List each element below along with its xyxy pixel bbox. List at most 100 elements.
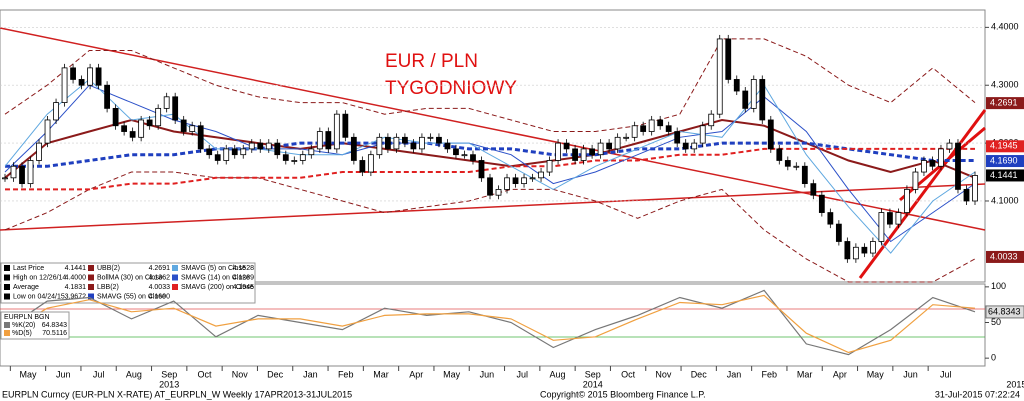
candle: [861, 246, 868, 254]
legend-value: 4.4000: [65, 274, 87, 281]
legend-name: SMAVG (200) on Close: [181, 284, 254, 291]
legend-swatch: [88, 284, 94, 290]
candle: [904, 189, 910, 213]
candle: [146, 119, 153, 127]
x-tick-label: Jul: [93, 369, 105, 379]
x-tick-label: Dec: [691, 369, 708, 379]
candle: [555, 142, 561, 161]
y-tick-label: 4.3000: [991, 80, 1019, 90]
candle: [580, 148, 587, 161]
legend-name: %D(5): [12, 330, 32, 337]
candle: [325, 131, 332, 150]
candle: [223, 148, 230, 161]
candle: [138, 119, 145, 138]
candle: [648, 119, 655, 132]
x-tick-label: Sep: [161, 369, 177, 379]
legend-swatch: [4, 330, 10, 336]
candle: [180, 119, 187, 132]
legend-swatch: [4, 293, 10, 300]
candle: [529, 177, 536, 180]
candle: [495, 189, 502, 196]
candle: [419, 136, 425, 150]
y-tick-label: 4.1000: [991, 195, 1019, 205]
price-tag-label: 4.1441: [990, 170, 1018, 180]
price-tag-label: 4.1945: [990, 141, 1018, 151]
candle: [308, 148, 315, 156]
legend-value: 4.1528: [233, 265, 255, 272]
legend-value: 70.5116: [42, 330, 67, 337]
candle: [410, 142, 417, 150]
legend-name: High on 12/26/14: [13, 274, 66, 281]
x-tick-label: Nov: [655, 369, 672, 379]
legend-name: Last Price: [13, 265, 44, 272]
x-tick-label: Oct: [621, 369, 636, 379]
candle: [597, 142, 604, 156]
candle: [61, 67, 68, 103]
candle: [129, 131, 136, 138]
footer-left: EURPLN Curncy (EUR-PLN X-RATE) AT_EURPLN…: [2, 389, 352, 399]
legend-value: 4.1690: [149, 293, 171, 300]
candle: [716, 38, 723, 115]
candle: [699, 125, 706, 144]
stoch-tag-label: 64.8343: [988, 306, 1021, 316]
candle: [316, 131, 323, 150]
candle: [248, 142, 255, 150]
legend-value: 4.1945: [233, 284, 255, 291]
stoch-tag: [985, 305, 1024, 319]
stoch-line: [4, 289, 976, 356]
candle: [282, 154, 289, 161]
candle: [614, 136, 621, 150]
candle: [657, 119, 664, 127]
candle: [367, 154, 374, 173]
candle: [589, 148, 596, 156]
legend-value: 4.0033: [149, 284, 171, 291]
candle: [87, 67, 93, 86]
overlay-line: [5, 141, 975, 168]
price-tag: [986, 97, 1024, 110]
x-tick-label: May: [19, 369, 37, 379]
candle: [402, 136, 408, 144]
x-tick-label: Apr: [833, 369, 847, 379]
candle: [818, 194, 825, 213]
candle: [231, 148, 238, 156]
candle: [708, 113, 715, 127]
legend-value: 64.8343: [42, 322, 67, 329]
legend-swatch: [172, 265, 178, 271]
candle: [95, 67, 102, 86]
price-tag-label: 4.0033: [990, 251, 1018, 261]
candle: [163, 96, 170, 109]
x-tick-label: Feb: [338, 369, 354, 379]
x-tick-label: Mar: [797, 369, 813, 379]
candle: [214, 154, 221, 161]
x-tick-label: Jul: [516, 369, 528, 379]
candle: [2, 177, 8, 180]
legend-swatch: [172, 274, 178, 281]
overlay-line: [4, 118, 976, 179]
candle: [640, 125, 647, 132]
candle: [776, 148, 783, 161]
candle: [70, 67, 76, 80]
y-tick-label: 50: [991, 317, 1001, 327]
legend-name: Low on 04/24/15: [13, 293, 65, 300]
candle: [104, 84, 111, 109]
x-tick-label: Apr: [409, 369, 423, 379]
candle: [912, 171, 919, 190]
legend-name: LBB(2): [97, 284, 119, 291]
stoch-legend-title: EURPLN BGN: [4, 314, 50, 321]
x-tick-label: Aug: [126, 369, 142, 379]
candle: [461, 154, 468, 157]
x-tick-label: Jul: [940, 369, 952, 379]
price-tag: [986, 155, 1024, 168]
candle: [257, 142, 264, 150]
legend-value: 4.1441: [65, 265, 87, 272]
legend-name: Average: [13, 284, 39, 291]
stoch-line: [4, 294, 976, 354]
legend-swatch: [4, 265, 10, 271]
legend-name: BollMA (30) on Close: [97, 274, 163, 281]
candle: [44, 119, 51, 144]
candle: [521, 177, 527, 185]
candle: [512, 177, 519, 185]
price-tag-label: 4.1690: [990, 155, 1018, 165]
legend-name: %K(20): [12, 322, 35, 329]
legend-swatch: [172, 284, 178, 290]
